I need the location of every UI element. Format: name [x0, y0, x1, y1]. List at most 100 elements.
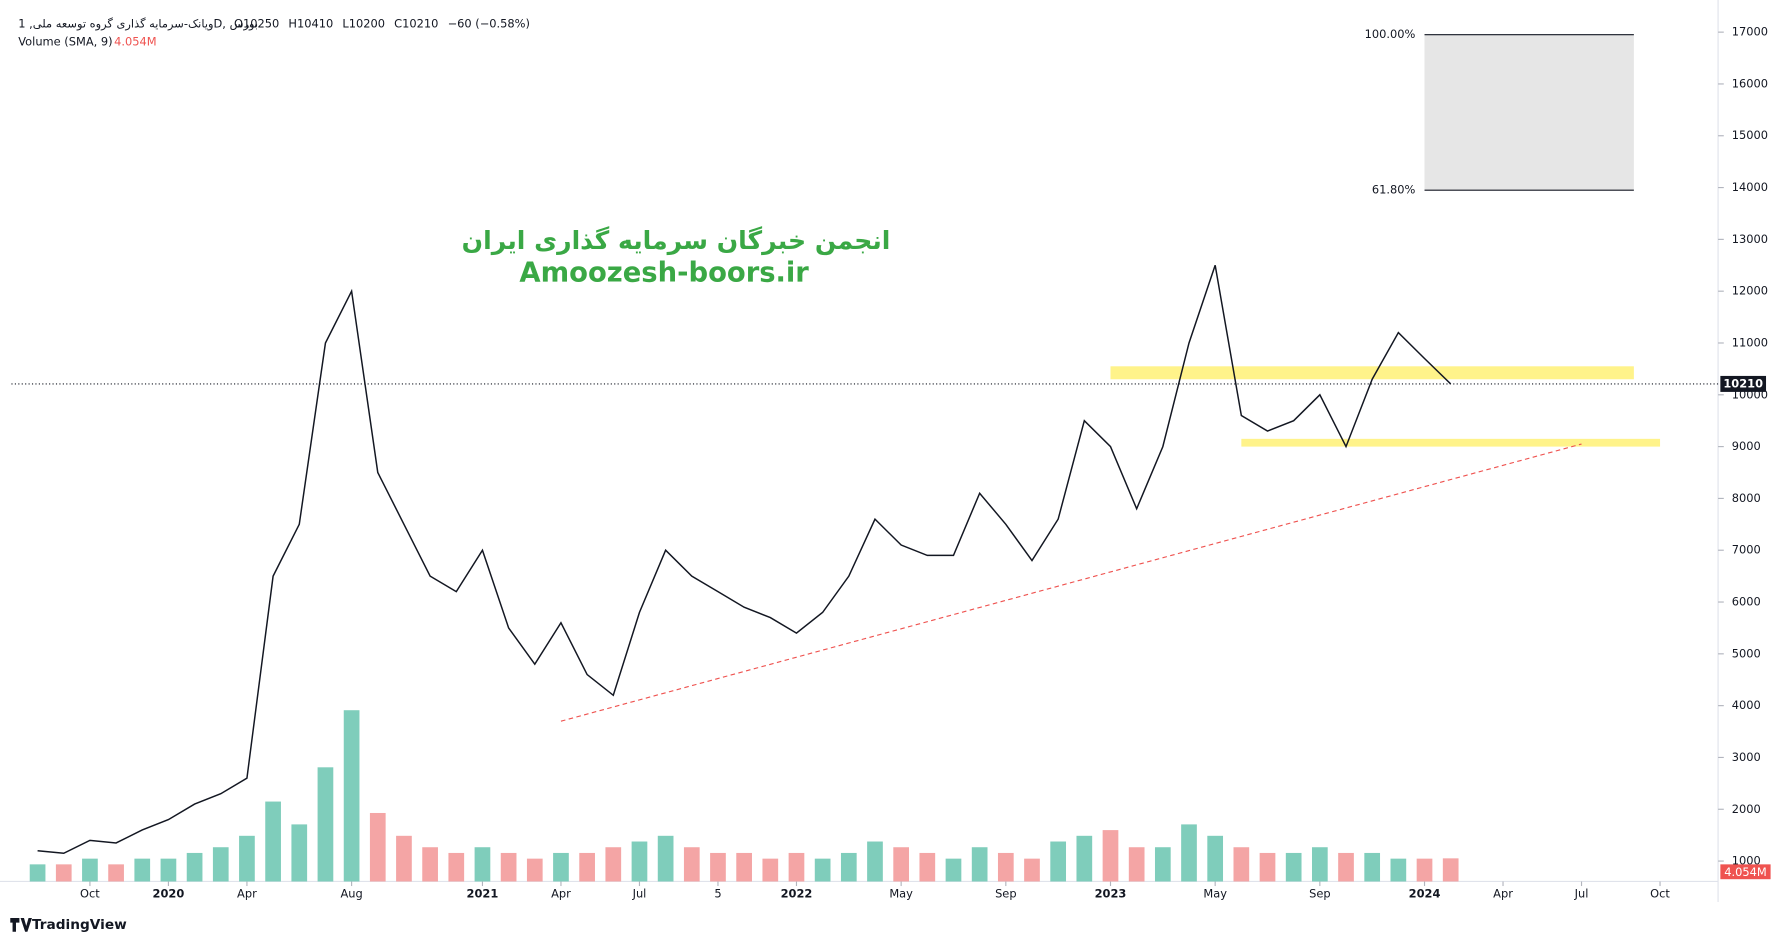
volume-bar [710, 852, 726, 882]
y-tick-label: 14000 [1732, 180, 1768, 194]
volume-bar [1050, 841, 1067, 882]
volume-bar [762, 858, 779, 882]
volume-bar [500, 852, 517, 882]
volume-tag-label: 4.054M [1724, 865, 1766, 879]
volume-bar [186, 852, 203, 882]
y-tick-label: 4000 [1732, 698, 1761, 712]
volume-bar [683, 847, 700, 882]
fib-area [1424, 34, 1634, 191]
volume-bar [448, 852, 465, 882]
volume-bar [1128, 847, 1145, 882]
volume-bar [265, 801, 281, 882]
ohlc-value: L10200 [342, 16, 385, 30]
y-tick-label: 15000 [1732, 128, 1768, 142]
last-price-tag [1720, 375, 1767, 392]
logo: TradingView [32, 917, 127, 933]
volume-bar [919, 852, 936, 882]
y-tick-label: 11000 [1732, 335, 1768, 349]
volume-bar [788, 852, 805, 882]
volume-bar [1181, 824, 1197, 882]
volume-bar [212, 847, 229, 882]
volume-bar [1076, 835, 1093, 882]
volume-bar [1390, 858, 1407, 882]
watermark: Amoozesh-boors.ir [519, 258, 809, 289]
ohlc-value: H10410 [288, 16, 333, 30]
x-tick-label: Apr [551, 887, 571, 901]
x-tick-label: 2020 [153, 887, 185, 901]
volume-bar [605, 847, 622, 882]
volume-bar [291, 824, 308, 882]
volume-bar [134, 858, 151, 882]
volume-bar [526, 858, 543, 882]
volume-bar [369, 812, 386, 882]
volume-bar [814, 858, 831, 882]
volume-bar [1154, 847, 1171, 882]
fib-label: 100.00% [1365, 27, 1416, 41]
volume-bar [1442, 858, 1459, 882]
volume-bar [1259, 852, 1276, 882]
volume-bar [422, 847, 438, 882]
y-tick-label: 8000 [1732, 491, 1761, 505]
y-tick-label: 2000 [1732, 802, 1761, 816]
volume-bar [1207, 835, 1224, 882]
ohlc-value: O10250 [234, 16, 279, 30]
y-tick-label: 16000 [1732, 76, 1768, 90]
x-tick-label: Apr [1493, 887, 1513, 901]
x-tick-label: Jul [632, 887, 647, 901]
y-tick-label: 6000 [1732, 595, 1761, 609]
volume-bar [1024, 858, 1040, 882]
x-tick-label: Jul [1574, 887, 1589, 901]
x-tick-label: Aug [340, 887, 362, 901]
x-tick-label: May [1203, 887, 1227, 901]
volume-bar [1338, 852, 1354, 882]
x-tick-label: Oct [1650, 887, 1670, 901]
last-price-label: 10210 [1723, 376, 1763, 390]
volume-bar [1416, 858, 1433, 882]
volume-bar [474, 847, 491, 882]
x-tick-label: 2021 [467, 887, 499, 901]
volume-bar [579, 852, 595, 882]
y-tick-label: 9000 [1732, 439, 1761, 453]
x-tick-label: Apr [237, 887, 257, 901]
volume-bar [239, 835, 255, 882]
volume-bar [1102, 830, 1119, 882]
volume-bar [29, 864, 46, 882]
volume-bar [997, 852, 1014, 882]
x-tick-label: Oct [80, 887, 100, 901]
symbol: ویانک-سرمایه گذاری گروه توسعه ملی, 1D, ب… [18, 16, 258, 31]
volume-bar [553, 852, 569, 882]
volume-bar [82, 858, 98, 882]
volume-bar [343, 710, 360, 882]
volume-bar [867, 841, 883, 882]
volume-value: 4.054M [114, 35, 156, 49]
volume-bar [55, 864, 72, 882]
y-tick-label: 5000 [1732, 646, 1761, 660]
y-tick-label: 3000 [1732, 750, 1761, 764]
zone [1110, 366, 1634, 380]
y-tick-label: 13000 [1732, 232, 1768, 246]
logo-icon [10, 918, 32, 932]
x-tick-label: Sep [1309, 887, 1330, 901]
x-tick-label: 2022 [781, 887, 813, 901]
y-tick-label: 1000 [1732, 854, 1761, 868]
volume-bar [1311, 847, 1328, 882]
y-tick-label: 17000 [1732, 25, 1768, 39]
volume-tag [1720, 864, 1771, 880]
volume-bar [971, 847, 988, 882]
volume-bar [1364, 852, 1381, 882]
price-line [37, 265, 1452, 855]
ohlc-value: C10210 [394, 16, 438, 30]
volume-bar [631, 841, 648, 882]
zone [1241, 438, 1661, 447]
volume-bar [736, 852, 752, 882]
volume-bar [1233, 847, 1250, 882]
volume-bar [1285, 852, 1302, 882]
x-tick-label: 2024 [1409, 887, 1441, 901]
volume-bar [893, 847, 909, 882]
volume-bar [317, 767, 334, 882]
y-tick-label: 12000 [1732, 284, 1768, 298]
volume-bar [657, 835, 674, 882]
volume-bar [396, 835, 412, 882]
y-tick-label: 7000 [1732, 543, 1761, 557]
